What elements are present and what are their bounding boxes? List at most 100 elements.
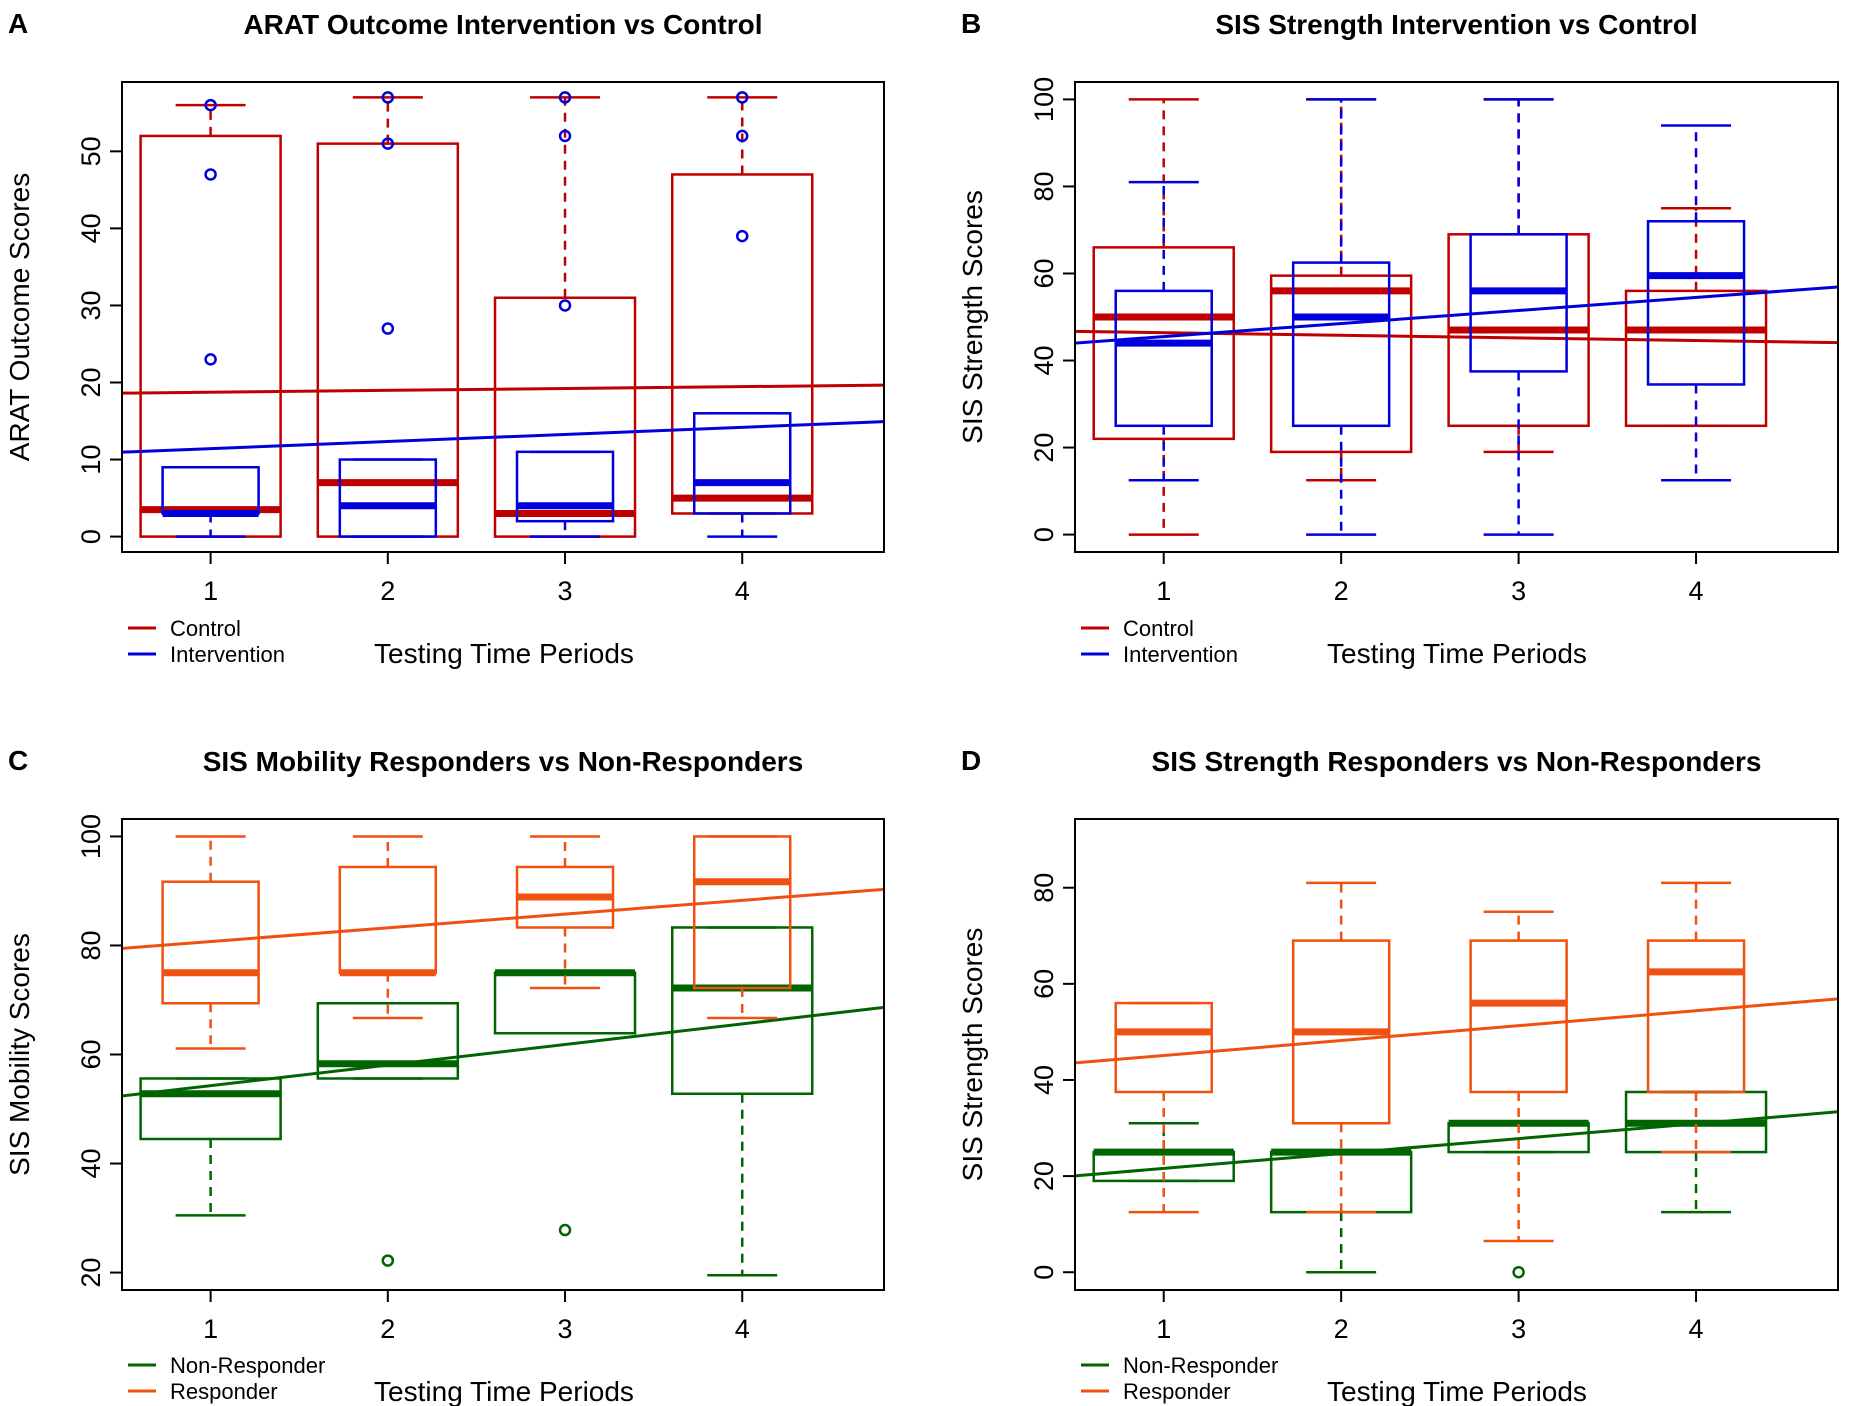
y-tick-label: 50	[76, 136, 106, 166]
plot-area	[122, 835, 884, 1277]
legend-entry: Non-Responder	[1123, 1353, 1278, 1378]
panel-letter: B	[961, 8, 981, 39]
box-responder-3	[1469, 910, 1568, 1243]
panel-a: A ARAT Outcome Intervention vs Control 1 2 3…	[4, 8, 885, 669]
box-iqr	[670, 926, 814, 1096]
y-tick-label: 40	[1029, 345, 1059, 375]
trend-line-control	[122, 383, 884, 395]
box-iqr	[1291, 261, 1391, 428]
plot-frame	[1074, 818, 1839, 1291]
x-tick-label: 2	[1334, 1314, 1349, 1344]
box-iqr	[1114, 289, 1213, 428]
x-tick-label: 1	[1156, 1314, 1171, 1344]
y-tick-label: 0	[1029, 527, 1059, 542]
box-non-responder-3	[493, 969, 637, 1237]
x-tick-label: 2	[1334, 576, 1349, 606]
y-axis-label: ARAT Outcome Scores	[4, 173, 35, 461]
outlier-point	[558, 129, 572, 143]
box-iqr	[316, 1002, 460, 1080]
legend-entry: Intervention	[1123, 642, 1238, 667]
box-responder-4	[692, 835, 792, 1020]
y-axis-label: SIS Mobility Scores	[4, 933, 35, 1176]
trend-line-non-responder	[122, 1005, 884, 1098]
y-tick-label: 20	[76, 367, 106, 397]
box-iqr	[1624, 289, 1768, 428]
y-tick-label: 100	[76, 814, 106, 859]
trend-line-intervention	[122, 420, 884, 454]
box-non-responder-2	[316, 1002, 460, 1267]
box-intervention-4	[692, 91, 792, 538]
plot-frame	[121, 818, 885, 1291]
chart-title: ARAT Outcome Intervention vs Control	[243, 9, 762, 40]
box-responder-2	[1291, 881, 1391, 1214]
plot-frame	[1074, 81, 1839, 553]
y-tick-label: 80	[1029, 171, 1059, 201]
box-iqr	[692, 835, 792, 990]
y-tick-label: 10	[76, 445, 106, 475]
chart-title: SIS Strength Responders vs Non-Responder…	[1152, 746, 1762, 777]
outlier-point	[204, 168, 217, 181]
panel-c: C SIS Mobility Responders vs Non-Responde…	[4, 745, 885, 1406]
box-iqr	[515, 450, 615, 523]
box-intervention-2	[338, 91, 438, 538]
outlier-point	[204, 98, 217, 112]
x-tick-label: 1	[203, 1314, 218, 1344]
box-iqr	[1646, 939, 1746, 1094]
x-tick-label: 2	[380, 576, 395, 606]
y-tick-label: 20	[1029, 1161, 1059, 1191]
trend-line-intervention	[1075, 285, 1838, 345]
x-tick-label: 3	[558, 576, 573, 606]
legend-entry: Responder	[1123, 1379, 1231, 1404]
box-iqr	[692, 412, 792, 515]
x-axis-label: Testing Time Periods	[1327, 1376, 1587, 1406]
y-tick-label: 100	[1029, 77, 1059, 122]
chart-title: SIS Strength Intervention vs Control	[1215, 9, 1697, 40]
y-tick-label: 80	[76, 930, 106, 960]
box-iqr	[161, 880, 260, 1005]
y-tick-label: 0	[1029, 1265, 1059, 1280]
box-responder-1	[1114, 1001, 1213, 1214]
box-non-responder-3	[1447, 1119, 1590, 1279]
box-responder-1	[161, 835, 260, 1050]
panel-b: B SIS Strength Intervention vs Control 1 2 3…	[957, 8, 1839, 669]
y-tick-label: 40	[76, 1149, 106, 1179]
outlier-point	[558, 1223, 572, 1237]
y-tick-label: 40	[1029, 1065, 1059, 1095]
legend-entry: Responder	[170, 1379, 278, 1404]
box-intervention-3	[515, 91, 615, 538]
x-axis-label: Testing Time Periods	[374, 1376, 634, 1406]
x-tick-label: 3	[1511, 1314, 1526, 1344]
trend-line-responder	[122, 887, 884, 950]
panel-letter: A	[8, 8, 28, 39]
legend-entry: Intervention	[170, 642, 285, 667]
x-tick-label: 4	[735, 1314, 750, 1344]
y-tick-label: 40	[76, 213, 106, 243]
panel-d: D SIS Strength Responders vs Non-Responde…	[957, 745, 1839, 1406]
x-tick-label: 2	[380, 1314, 395, 1344]
outlier-point	[204, 353, 217, 366]
y-tick-label: 60	[1029, 969, 1059, 999]
box-non-responder-1	[139, 1077, 282, 1217]
outlier-point	[735, 229, 749, 243]
panel-letter: C	[8, 745, 28, 776]
y-tick-label: 80	[1029, 873, 1059, 903]
outlier-point	[558, 299, 572, 312]
chart-title: SIS Mobility Responders vs Non-Responder…	[203, 746, 804, 777]
legend-entry: Control	[170, 616, 241, 641]
x-tick-label: 1	[203, 576, 218, 606]
box-iqr	[139, 1077, 282, 1141]
outlier-point	[381, 137, 395, 150]
legend-entry: Control	[1123, 616, 1194, 641]
box-iqr	[338, 458, 438, 538]
y-axis-label: SIS Strength Scores	[957, 190, 988, 444]
box-responder-2	[338, 835, 438, 1020]
box-iqr	[1114, 1001, 1213, 1094]
x-tick-label: 3	[558, 1314, 573, 1344]
outlier-point	[1512, 1265, 1525, 1279]
box-control-4	[1624, 206, 1768, 428]
y-tick-label: 20	[76, 1258, 106, 1288]
legend-entry: Non-Responder	[170, 1353, 325, 1378]
